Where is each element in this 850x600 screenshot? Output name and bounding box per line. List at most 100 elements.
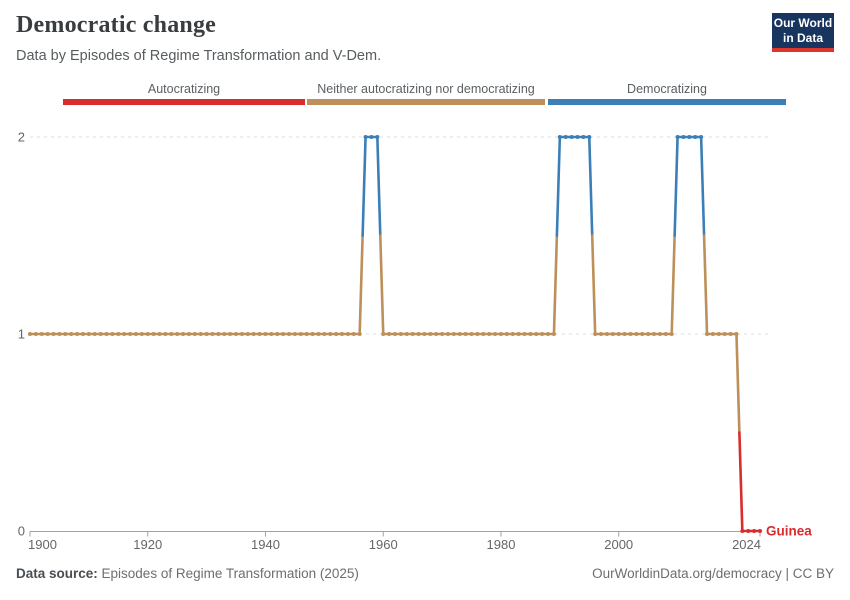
data-point-marker	[363, 135, 368, 139]
data-point-marker	[705, 332, 710, 336]
data-point-marker	[740, 529, 745, 533]
owid-logo-box: Our World in Data	[772, 13, 834, 48]
data-source-note: Data source: Episodes of Regime Transfor…	[16, 566, 359, 581]
data-point-marker	[92, 332, 97, 336]
data-point-marker	[234, 332, 239, 336]
data-point-marker	[86, 332, 91, 336]
data-point-marker	[669, 332, 674, 336]
data-point-marker	[493, 332, 498, 336]
data-point-marker	[251, 332, 256, 336]
x-axis-tick-label: 2000	[604, 537, 633, 552]
series-line-segment	[699, 135, 706, 237]
data-point-marker	[292, 332, 297, 336]
data-point-marker	[445, 332, 450, 336]
data-point-marker	[334, 332, 339, 336]
data-point-marker	[610, 332, 615, 336]
legend-item-autocratizing: Autocratizing	[63, 82, 305, 105]
data-point-marker	[716, 332, 721, 336]
data-point-marker	[328, 332, 333, 336]
y-axis-tick-label: 0	[18, 524, 25, 539]
legend-color-bar	[307, 99, 545, 105]
data-point-marker	[216, 332, 221, 336]
data-point-marker	[663, 332, 668, 336]
data-source-label: Data source:	[16, 566, 98, 581]
data-point-marker	[504, 332, 509, 336]
data-point-marker	[139, 332, 144, 336]
series-line-segment	[358, 234, 364, 336]
data-point-marker	[699, 135, 704, 139]
data-point-marker	[375, 135, 380, 139]
series-line-segment	[555, 135, 562, 237]
data-point-marker	[581, 135, 586, 139]
data-point-marker	[604, 332, 609, 336]
data-point-marker	[522, 332, 527, 336]
data-point-marker	[463, 332, 468, 336]
data-point-marker	[398, 332, 403, 336]
data-point-marker	[475, 332, 480, 336]
data-point-marker	[269, 332, 274, 336]
data-point-marker	[410, 332, 415, 336]
data-point-marker	[33, 332, 38, 336]
data-point-marker	[163, 332, 168, 336]
data-point-marker	[263, 332, 268, 336]
owid-logo-accent-strip	[772, 48, 834, 52]
data-point-marker	[245, 332, 250, 336]
data-point-marker	[316, 332, 321, 336]
data-point-marker	[151, 332, 156, 336]
data-point-marker	[646, 332, 651, 336]
data-point-marker	[345, 332, 350, 336]
data-point-marker	[210, 332, 215, 336]
series-line-segment	[673, 135, 679, 237]
data-point-marker	[181, 332, 186, 336]
data-point-marker	[387, 332, 392, 336]
data-point-marker	[569, 135, 574, 139]
data-point-marker	[128, 332, 133, 336]
data-point-marker	[722, 332, 727, 336]
x-axis-tick-label: 1960	[369, 537, 398, 552]
series-line-segment	[702, 234, 709, 336]
data-point-marker	[516, 332, 521, 336]
series-line-segment	[552, 234, 559, 336]
series-line-segment	[361, 135, 367, 237]
data-point-marker	[393, 332, 397, 336]
data-point-marker	[734, 332, 739, 336]
y-axis-tick-label: 2	[18, 130, 25, 145]
data-point-marker	[487, 332, 492, 336]
data-point-marker	[510, 332, 515, 336]
data-point-marker	[80, 332, 85, 336]
owid-logo[interactable]: Our World in Data	[772, 13, 834, 52]
entity-label-guinea: Guinea	[766, 524, 812, 539]
data-point-marker	[640, 332, 645, 336]
data-point-marker	[63, 332, 68, 336]
legend-color-bar	[548, 99, 786, 105]
data-point-marker	[175, 332, 180, 336]
legend-label: Neither autocratizing nor democratizing	[317, 82, 535, 96]
data-point-marker	[693, 135, 698, 139]
data-point-marker	[381, 332, 386, 336]
data-point-marker	[104, 332, 109, 336]
page-title: Democratic change	[16, 12, 216, 38]
data-point-marker	[481, 332, 486, 336]
data-point-marker	[634, 332, 639, 336]
owid-logo-line2: in Data	[782, 31, 823, 45]
data-point-marker	[98, 332, 103, 336]
data-point-marker	[422, 332, 427, 336]
data-point-marker	[498, 332, 503, 336]
data-point-marker	[145, 332, 150, 336]
data-point-marker	[416, 332, 421, 336]
series-line-segment	[378, 234, 385, 336]
data-point-marker	[340, 332, 345, 336]
data-point-marker	[357, 332, 362, 336]
x-axis-tick-label: 1980	[487, 537, 516, 552]
data-point-marker	[351, 332, 356, 336]
series-line-segment	[587, 135, 594, 237]
owid-url-link[interactable]: OurWorldinData.org/democracy | CC BY	[592, 566, 834, 581]
data-point-marker	[298, 332, 303, 336]
data-point-marker	[599, 332, 604, 336]
data-point-marker	[51, 332, 56, 336]
data-point-marker	[192, 332, 197, 336]
series-line-segment	[738, 431, 744, 533]
data-point-marker	[198, 332, 203, 336]
data-point-marker	[57, 332, 62, 336]
